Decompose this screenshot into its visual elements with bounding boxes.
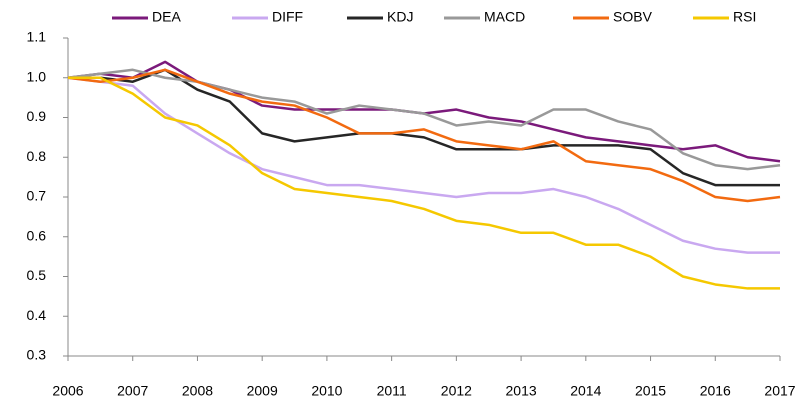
x-tick-label: 2011 — [377, 383, 407, 399]
y-tick-label: 0.7 — [27, 188, 47, 204]
x-tick-label: 2009 — [247, 383, 278, 399]
y-tick-label: 1.1 — [27, 29, 47, 45]
x-tick-label: 2016 — [700, 383, 731, 399]
legend-label: DIFF — [272, 9, 303, 25]
series-line — [68, 76, 780, 290]
y-tick-label: 0.9 — [27, 108, 47, 124]
x-tick-label: 2015 — [635, 383, 666, 399]
x-tick-label: 2012 — [441, 383, 472, 399]
y-tick-label: 0.3 — [27, 347, 47, 363]
y-tick-label: 0.4 — [27, 307, 47, 323]
x-tick-label: 2014 — [570, 383, 601, 399]
x-tick-label: 2010 — [311, 383, 342, 399]
legend-label: KDJ — [387, 9, 413, 25]
y-tick-label: 1.0 — [27, 68, 47, 84]
y-tick-label: 0.6 — [27, 227, 47, 243]
series-line — [67, 68, 781, 203]
legend-label: RSI — [733, 9, 756, 25]
series-line — [68, 68, 780, 187]
legend-label: DEA — [152, 9, 181, 25]
series-line — [67, 68, 781, 171]
y-tick-label: 0.8 — [27, 148, 47, 164]
series-line — [67, 76, 780, 254]
x-tick-label: 2006 — [52, 383, 83, 399]
y-tick-label: 0.5 — [27, 267, 47, 283]
x-tick-label: 2008 — [182, 383, 213, 399]
x-tick-label: 2013 — [506, 383, 537, 399]
x-tick-label: 2007 — [117, 383, 148, 399]
x-tick-label: 2017 — [764, 383, 795, 399]
legend-label: MACD — [484, 9, 525, 25]
legend-label: SOBV — [613, 9, 653, 25]
